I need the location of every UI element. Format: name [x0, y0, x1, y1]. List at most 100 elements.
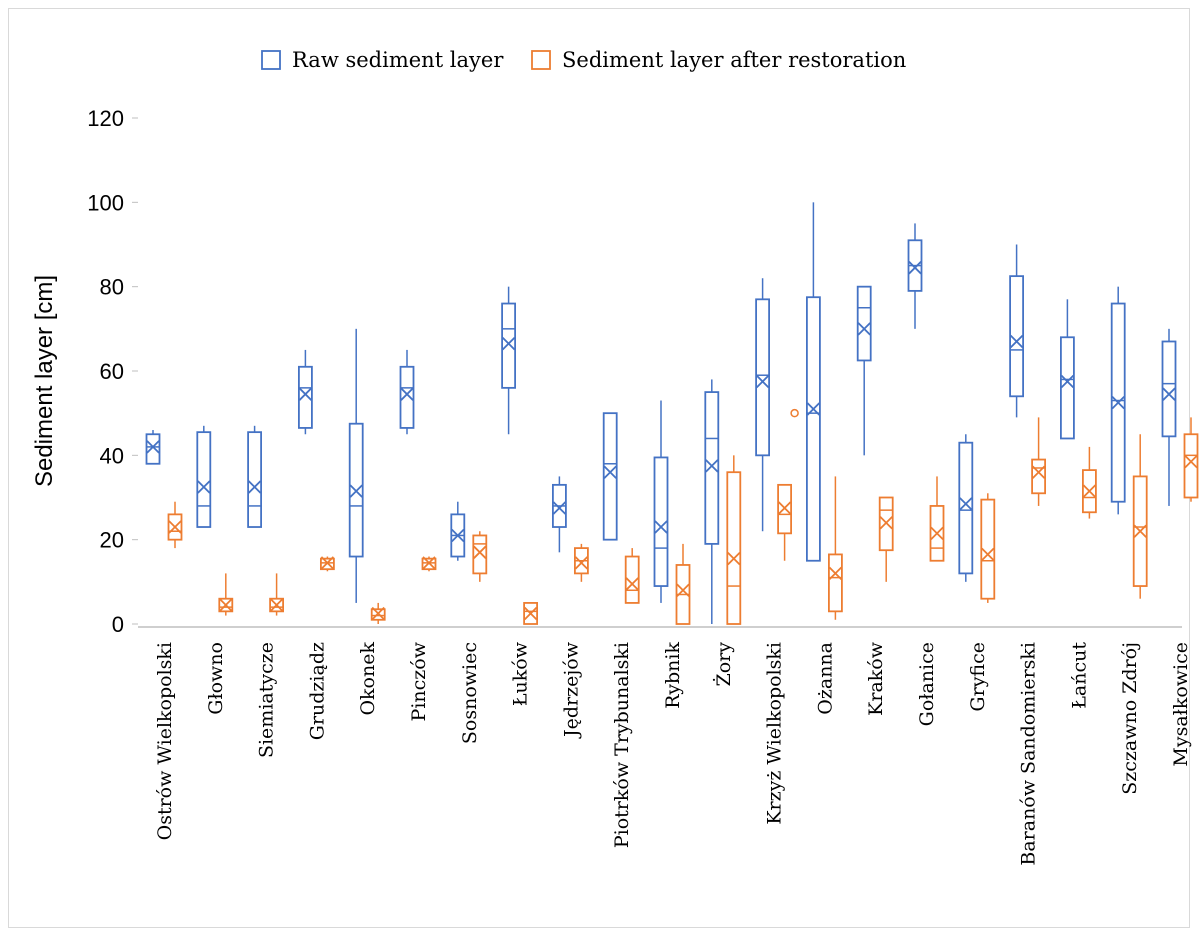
box-after-7 — [523, 602, 538, 625]
box-iqr — [755, 298, 770, 457]
category-label: Siemiatycze — [256, 642, 278, 758]
mean-marker — [501, 336, 516, 351]
box-after-10 — [675, 543, 691, 625]
box-iqr — [602, 412, 618, 541]
category-label: Baranów Sandomierski — [1018, 642, 1040, 866]
box-raw-2 — [247, 425, 263, 528]
category-label: Jędrzejów — [560, 641, 582, 739]
category-label: Gołanice — [916, 642, 938, 726]
box-raw-15 — [907, 223, 923, 329]
y-tick-label: 120 — [87, 106, 124, 131]
mean-marker — [1082, 484, 1097, 498]
box-after-19 — [1132, 434, 1148, 599]
box-raw-5 — [399, 349, 415, 435]
mean-marker — [422, 556, 436, 570]
y-axis: 0 20 40 60 80 100 120 — [87, 106, 138, 637]
box-iqr — [726, 471, 742, 625]
mean-marker — [523, 606, 538, 621]
box-after-6 — [472, 531, 488, 582]
mean-marker — [1162, 387, 1176, 401]
category-label: Żory — [712, 642, 735, 687]
category-label: Piotrków Trybunalski — [611, 642, 633, 848]
category-label: Grudziądz — [306, 642, 328, 740]
box-raw-11 — [704, 379, 720, 624]
box-after-16 — [980, 493, 996, 603]
mean-marker — [146, 440, 160, 454]
box-after-4 — [370, 602, 386, 624]
box-raw-20 — [1161, 328, 1177, 506]
category-label: Rybnik — [662, 642, 684, 709]
box-after-5 — [421, 556, 437, 572]
box-raw-19 — [1110, 286, 1126, 515]
mean-marker — [828, 566, 843, 581]
box-raw-12 — [755, 278, 770, 532]
box-iqr — [297, 365, 313, 429]
box-raw-14 — [856, 285, 872, 456]
box-raw-16 — [958, 434, 974, 582]
box-after-12 — [777, 408, 799, 561]
mean-marker — [857, 322, 871, 336]
mean-marker — [1133, 524, 1147, 538]
mean-marker — [473, 545, 487, 559]
box-raw-6 — [450, 501, 466, 561]
box-after-8 — [574, 543, 589, 582]
mean-marker — [755, 374, 770, 389]
category-label: Szczawno Zdrój — [1119, 642, 1141, 795]
box-iqr — [399, 365, 415, 429]
box-iqr — [247, 431, 263, 528]
box-iqr — [704, 391, 720, 545]
box-iqr — [196, 431, 212, 528]
box-iqr — [1060, 336, 1075, 440]
box-iqr — [624, 555, 640, 604]
boxes-layer — [145, 202, 1199, 625]
mean-marker — [981, 547, 995, 562]
box-iqr — [828, 553, 843, 613]
box-iqr — [1183, 433, 1199, 499]
mean-marker — [247, 480, 262, 494]
box-after-11 — [726, 455, 742, 625]
legend-label: Raw sediment layer — [292, 48, 504, 72]
legend-swatch — [531, 50, 551, 70]
mean-marker — [625, 577, 639, 591]
mean-marker — [451, 528, 465, 543]
box-after-18 — [1082, 446, 1097, 519]
mean-marker — [400, 387, 414, 401]
mean-marker — [1031, 465, 1046, 479]
y-tick-label: 60 — [100, 359, 124, 384]
mean-marker — [1060, 374, 1075, 389]
mean-marker — [727, 552, 741, 566]
mean-marker — [298, 387, 313, 401]
mean-marker — [676, 583, 690, 597]
box-after-14 — [878, 496, 894, 582]
box-raw-1 — [196, 425, 212, 528]
box-after-1 — [218, 573, 234, 616]
box-iqr — [145, 433, 161, 465]
legend-swatch — [261, 50, 281, 70]
category-label: Pinczów — [408, 641, 430, 721]
box-iqr — [958, 441, 974, 575]
box-after-3 — [319, 556, 335, 572]
box-raw-7 — [501, 286, 517, 435]
mean-marker — [574, 556, 589, 570]
mean-marker — [705, 459, 719, 473]
box-raw-10 — [653, 400, 669, 603]
legend-label: Sediment layer after restoration — [562, 48, 906, 72]
box-iqr — [472, 534, 488, 575]
outlier-point — [790, 408, 799, 418]
x-axis: Ostrów Wielkopolski Głowno Siemiatycze Grud… — [138, 626, 1192, 866]
box-after-0 — [167, 501, 183, 549]
category-label: Łańcut — [1068, 642, 1090, 709]
box-raw-13 — [806, 202, 821, 562]
category-label: Okonek — [357, 642, 379, 716]
y-tick-label: 100 — [87, 190, 124, 215]
y-axis-title: Sediment layer [cm] — [31, 275, 58, 487]
box-raw-9 — [602, 412, 618, 541]
mean-marker — [777, 501, 792, 515]
box-after-9 — [624, 548, 640, 604]
category-label: Gryfice — [967, 642, 989, 712]
category-label: Kraków — [865, 641, 887, 716]
box-raw-3 — [297, 349, 313, 435]
box-after-15 — [929, 476, 945, 562]
mean-marker — [349, 484, 363, 498]
mean-marker — [908, 261, 922, 275]
